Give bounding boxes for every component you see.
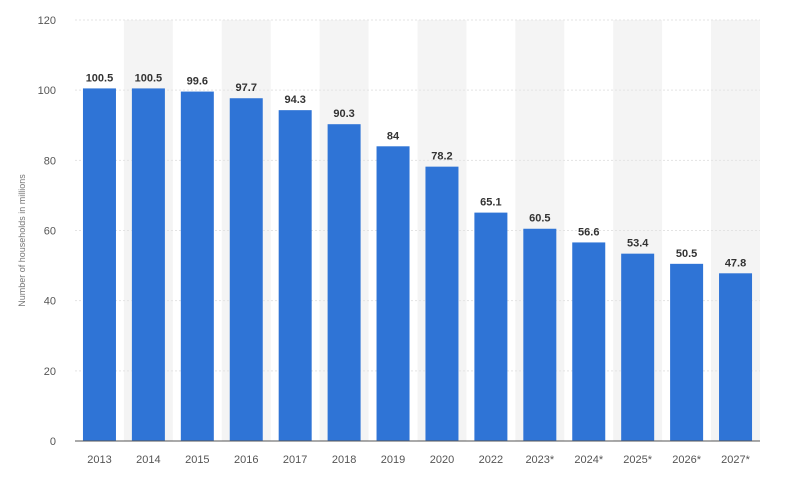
data-labels: 100.5 100.5 99.6 97.7 94.3 90.3 84 78.2 65.1 60.5… [86,72,747,269]
bar[interactable] [474,212,508,441]
y-tick-label: 120 [38,15,56,27]
y-tick-label: 100 [38,85,56,97]
data-label: 56.6 [578,226,599,238]
x-tick-label: 2017 [283,454,307,466]
x-tick-label: 2019 [381,454,405,466]
x-tick-label: 2027* [721,454,750,466]
data-label: 78.2 [431,151,452,163]
data-label: 97.7 [236,82,257,94]
bar[interactable] [376,146,410,442]
x-tick-label: 2013 [87,454,111,466]
bar[interactable] [621,253,655,441]
x-tick-label: 2020 [430,454,454,466]
data-label: 100.5 [135,72,163,84]
data-label: 60.5 [529,213,550,225]
x-tick-label: 2015 [185,454,209,466]
data-label: 84 [387,130,400,142]
x-tick-label: 2022 [479,454,503,466]
y-tick-label: 40 [44,296,56,308]
data-label: 94.3 [284,94,305,106]
bar[interactable] [82,88,116,441]
data-label: 65.1 [480,197,501,209]
x-tick-label: 2024* [574,454,603,466]
bar[interactable] [425,166,459,442]
x-tick-label: 2026* [672,454,701,466]
data-label: 100.5 [86,72,114,84]
y-tick-label: 20 [44,366,56,378]
y-tick-label: 80 [44,155,56,167]
bar[interactable] [719,273,753,441]
bar[interactable] [278,110,312,441]
y-axis-title: Number of households in millions [17,174,27,307]
data-label: 90.3 [333,108,354,120]
bar[interactable] [523,228,557,441]
y-axis-ticks: 0 20 40 60 80 100 120 [38,15,56,448]
bar[interactable] [229,98,263,441]
bars [82,88,753,442]
data-label: 53.4 [627,238,649,250]
y-tick-label: 0 [50,436,56,448]
x-axis-ticks: 2013 2014 2015 2016 2017 2018 2019 2020 2022 2023… [87,454,750,466]
bar[interactable] [327,124,361,441]
data-label: 99.6 [187,76,208,88]
bar[interactable] [572,242,606,441]
x-tick-label: 2018 [332,454,356,466]
bar[interactable] [670,263,704,441]
x-tick-label: 2023* [525,454,554,466]
x-tick-label: 2025* [623,454,652,466]
bar[interactable] [180,91,214,441]
bar[interactable] [131,88,165,441]
y-tick-label: 60 [44,226,56,238]
x-tick-label: 2014 [136,454,160,466]
data-label: 50.5 [676,248,697,260]
data-label: 47.8 [725,257,746,269]
x-tick-label: 2016 [234,454,258,466]
